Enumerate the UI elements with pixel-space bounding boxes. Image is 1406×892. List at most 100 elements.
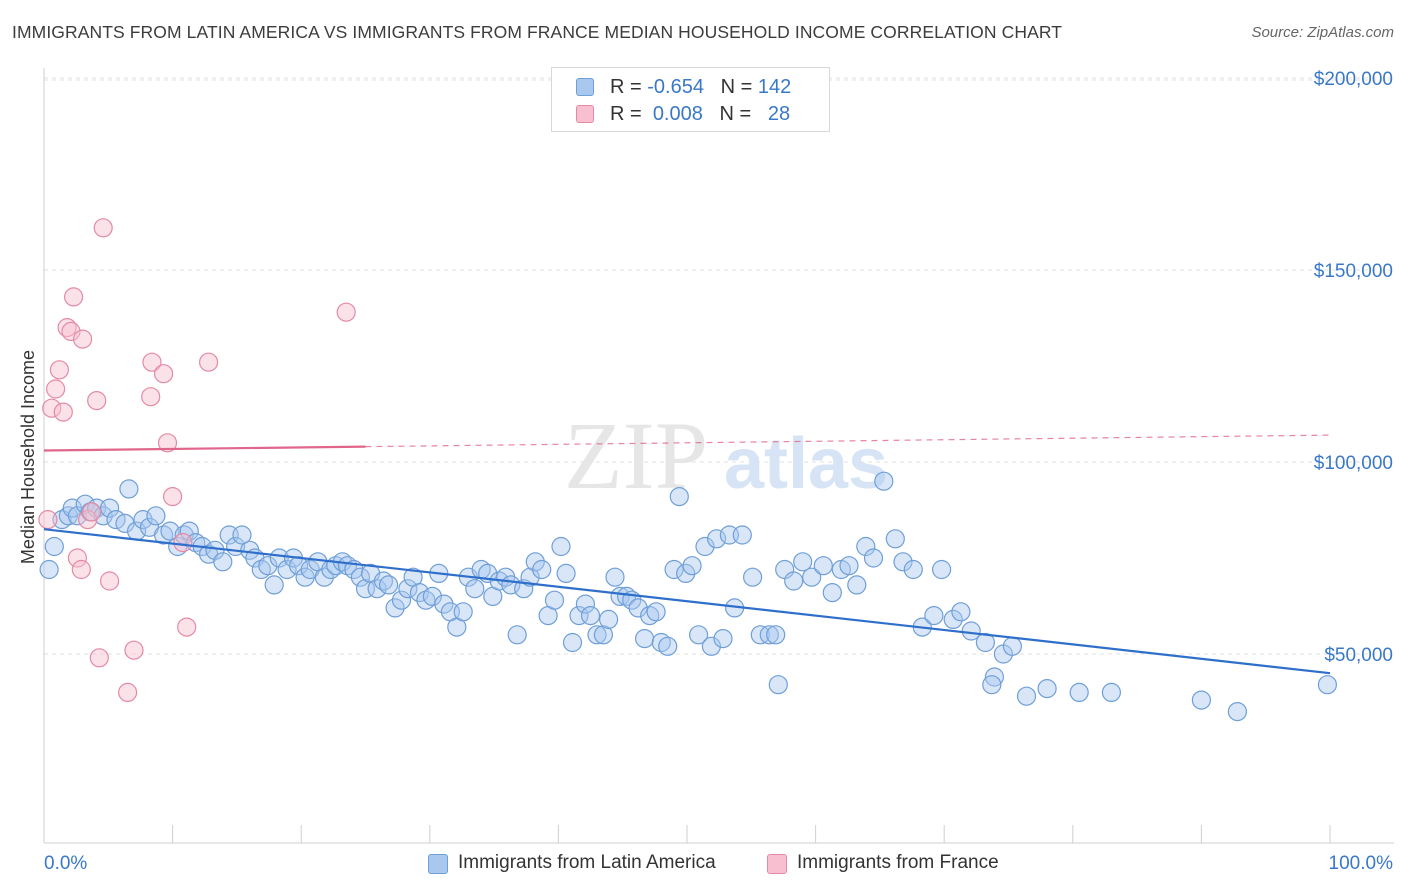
legend-swatch-latin-america: [576, 78, 594, 96]
point-latin-america: [943, 609, 963, 630]
point-latin-america: [682, 556, 702, 576]
point-latin-america: [44, 536, 64, 557]
point-france: [63, 287, 84, 307]
point-latin-america: [885, 529, 905, 549]
point-latin-america: [1016, 686, 1037, 706]
point-france: [117, 682, 138, 703]
point-latin-america: [422, 586, 442, 607]
point-latin-america: [544, 590, 565, 610]
point-latin-america: [1069, 682, 1089, 703]
point-latin-america: [264, 575, 284, 595]
point-latin-america: [232, 525, 252, 545]
point-latin-america: [982, 675, 1002, 695]
point-latin-america: [975, 632, 996, 653]
point-france: [87, 391, 107, 411]
source-credit: Source: ZipAtlas.com: [1251, 24, 1394, 41]
point-latin-america: [593, 625, 614, 645]
point-latin-america: [768, 675, 788, 695]
legend-n-label: N =: [720, 76, 758, 98]
watermark-main: ZIP: [564, 402, 708, 509]
legend-swatch-france: [576, 105, 594, 123]
point-latin-america: [813, 556, 833, 576]
point-latin-america: [453, 602, 473, 622]
point-latin-america: [119, 479, 139, 499]
point-latin-america: [839, 556, 859, 576]
point-latin-america: [951, 602, 971, 622]
point-latin-america: [713, 628, 733, 649]
point-latin-america: [367, 579, 387, 599]
point-latin-america: [931, 559, 952, 580]
point-latin-america: [1002, 636, 1023, 656]
point-france: [72, 329, 93, 349]
point-latin-america: [146, 506, 166, 526]
y-axis-label: Median Household Income: [18, 350, 38, 564]
point-france: [42, 398, 62, 418]
y-tick-label: $200,000: [1314, 69, 1393, 90]
point-france: [336, 302, 356, 322]
point-latin-america: [39, 559, 59, 580]
point-latin-america: [856, 536, 876, 557]
chart-title: IMMIGRANTS FROM LATIN AMERICA VS IMMIGRA…: [12, 22, 1063, 42]
point-latin-america: [99, 498, 120, 518]
point-latin-america: [575, 594, 596, 614]
point-latin-america: [732, 525, 752, 545]
point-latin-america: [398, 579, 418, 599]
legend-n-label: N =: [719, 103, 757, 125]
legend-r-label: R =: [610, 76, 648, 98]
point-latin-america: [1101, 682, 1122, 703]
point-latin-america: [434, 594, 454, 614]
point-latin-america: [706, 529, 727, 549]
data-points: [38, 218, 1338, 722]
point-france: [53, 402, 73, 422]
axes: [43, 68, 1394, 844]
point-latin-america: [160, 521, 180, 541]
point-france: [45, 379, 66, 399]
point-france: [38, 509, 58, 530]
point-latin-america: [628, 598, 648, 618]
point-latin-america: [314, 567, 334, 587]
point-france: [93, 218, 113, 238]
point-latin-america: [520, 567, 540, 587]
point-france: [67, 548, 88, 568]
correlation-legend: R = -0.654 N = 142 R = 0.008 N = 28: [551, 67, 830, 132]
point-latin-america: [532, 559, 552, 580]
point-latin-america: [695, 536, 715, 557]
y-tick-label: $150,000: [1314, 261, 1393, 282]
point-latin-america: [580, 605, 601, 626]
y-tick-label: $100,000: [1314, 453, 1393, 474]
point-latin-america: [688, 625, 709, 645]
point-latin-america: [847, 575, 867, 595]
point-latin-america: [1317, 675, 1338, 695]
legend-r-label: R =: [610, 103, 648, 125]
trend-line-france-dashed: [365, 434, 1331, 448]
point-latin-america: [903, 559, 923, 580]
point-latin-america: [742, 567, 763, 587]
point-latin-america: [605, 567, 625, 587]
point-latin-america: [874, 471, 894, 491]
point-latin-america: [569, 605, 589, 626]
point-latin-america: [676, 563, 696, 584]
bottom-legend-swatch-france: [767, 854, 787, 874]
point-latin-america: [507, 625, 527, 645]
point-france: [99, 571, 120, 591]
x-tick-label: 0.0%: [44, 853, 87, 874]
point-latin-america: [664, 559, 684, 580]
point-latin-america: [759, 625, 779, 645]
y-tick-label: $50,000: [1324, 645, 1393, 666]
point-latin-america: [822, 582, 842, 603]
point-latin-america: [802, 567, 822, 587]
point-latin-america: [213, 552, 233, 572]
point-france: [71, 559, 91, 580]
trend-lines: [43, 434, 1331, 675]
legend-r-value: 0.008: [652, 103, 703, 125]
point-latin-america: [277, 559, 297, 580]
point-latin-america: [179, 521, 199, 541]
point-france: [141, 387, 161, 407]
trend-line-latin-america: [43, 528, 1331, 675]
point-latin-america: [385, 598, 405, 618]
legend-r-value: -0.654: [647, 76, 704, 98]
trend-line-france: [43, 445, 366, 452]
point-latin-america: [766, 625, 786, 645]
point-latin-america: [93, 506, 113, 526]
point-france: [199, 352, 219, 372]
